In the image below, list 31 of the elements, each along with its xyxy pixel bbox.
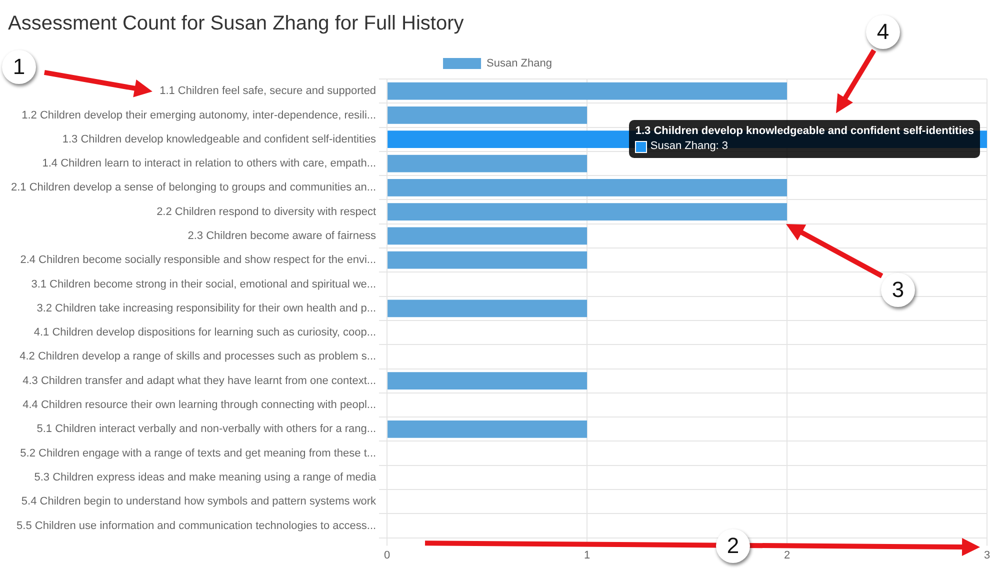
annotation: 1.3 Children develop knowledgeable and confident self-identities [635,124,974,140]
y-tick-label: 2.1 Children develop a sense of belonging to groups and communities an... [10,182,376,194]
y-tick-label: 2.2 Children respond to diversity with respect [156,206,376,218]
legend-label: Susan Zhang [486,58,552,70]
y-tick-label: 4.2 Children develop a range of skills and processes such as problem s... [20,350,376,363]
chart-title: Assessment Count for Susan Zhang for Full History [8,12,464,35]
y-tick-label: 4.4 Children resource their own learning through connecting with peopl... [22,399,376,412]
y-tick-label: 2.4 Children become socially responsible and show respect for the envi... [20,254,376,266]
callout-circle: 3 [881,273,915,307]
y-tick-label: 1.2 Children develop their emerging autonomy, inter-dependence, resili... [22,109,376,122]
y-tick-label: 4.3 Children transfer and adapt what they have learnt from one context... [22,374,376,387]
y-tick-label: 5.1 Children interact verbally and non-verbally with others for a rang... [36,423,376,436]
y-tick-label: 5.3 Children express ideas and make meaning using a range of media [34,471,377,484]
x-tick-label: 2 [784,549,790,562]
y-tick-label: 1.1 Children feel safe, secure and supported [160,85,376,98]
callout-circle: 4 [866,15,900,49]
y-tick-label: 4.1 Children develop dispositions for learning such as curiosity, coop... [34,326,376,339]
y-tick-label: 2.3 Children become aware of fairness [188,230,377,242]
annotation: Susan Zhang: 3 [650,139,728,154]
callout-circle: 1 [2,50,36,84]
x-tick-label: 3 [984,549,990,562]
y-tick-label: 3.1 Children become strong in their social, emotional and spiritual we... [31,278,376,290]
y-tick-label: 1.3 Children develop knowledgeable and confident self-identities [62,133,377,146]
y-tick-label: 3.2 Children take increasing responsibility for their own health and p... [36,302,376,314]
y-tick-label: 1.4 Children learn to interact in relation to others with care, empath... [42,158,376,170]
x-tick-label: 0 [384,549,390,562]
callout-circle: 2 [716,529,750,563]
x-tick-label: 1 [584,549,590,562]
y-tick-label: 5.4 Children begin to understand how symbols and pattern systems work [21,496,377,508]
y-tick-label: 5.5 Children use information and communication technologies to access... [16,520,376,532]
y-tick-label: 5.2 Children engage with a range of texts and get meaning from these t... [20,447,376,460]
